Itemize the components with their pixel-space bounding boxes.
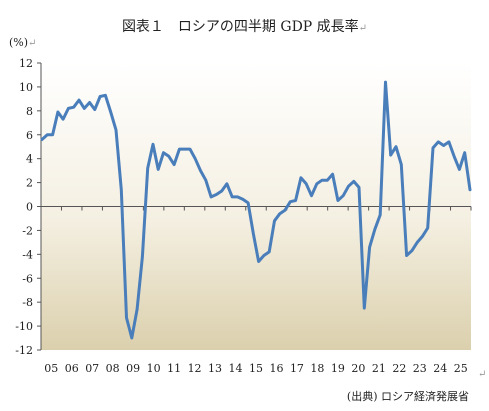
y-tick-label: 2	[26, 177, 33, 190]
y-tick-label: -4	[22, 248, 33, 261]
x-tick-label: 21	[372, 362, 386, 375]
y-tick-label: 0	[26, 201, 33, 214]
x-tick-label: 12	[188, 362, 202, 375]
y-tick-label: 4	[26, 153, 33, 166]
x-tick-label: 18	[310, 362, 324, 375]
x-tick-label: 06	[65, 362, 79, 375]
y-tick-label: 12	[19, 57, 33, 70]
y-tick-label: -6	[22, 272, 33, 285]
y-tick-label: -8	[22, 296, 33, 309]
x-tick-label: 08	[106, 362, 120, 375]
source-note: (出典) ロシア経済発展省	[346, 390, 469, 403]
x-tick-label: 19	[331, 362, 345, 375]
x-axis: 05 06 07 08 09 10 11 12 13 14 15 16 17 18 19 20 21 22 23 24…	[40, 206, 472, 375]
y-tick-label: -10	[15, 320, 33, 333]
return-mark: ↵	[478, 369, 487, 380]
x-tick-label: 15	[249, 362, 263, 375]
x-tick-label: 07	[85, 362, 99, 375]
x-tick-label: 10	[147, 362, 161, 375]
x-tick-label: 22	[392, 362, 406, 375]
x-tick-label: 13	[208, 362, 222, 375]
y-tick-label: 6	[26, 129, 33, 142]
y-tick-label: 10	[19, 81, 33, 94]
y-unit-label: (%)↵	[9, 36, 37, 49]
x-tick-label: 09	[126, 362, 140, 375]
y-tick-label: -2	[22, 224, 33, 237]
x-tick-label: 14	[229, 362, 243, 375]
x-tick-label: 17	[290, 362, 304, 375]
x-tick-label: 20	[351, 362, 365, 375]
x-tick-label: 05	[44, 362, 58, 375]
chart-title: 図表１ ロシアの四半期 GDP 成長率↵	[121, 19, 368, 35]
y-axis: 12 10 8 6 4 2 0 -2 -4 -6 -8 -10 -12	[15, 57, 41, 357]
x-tick-label: 25	[454, 362, 468, 375]
x-tick-label: 23	[413, 362, 427, 375]
series-line-group	[40, 80, 472, 340]
x-tick-label: 11	[167, 362, 181, 375]
x-tick-label: 16	[269, 362, 283, 375]
gdp-growth-line	[40, 80, 472, 340]
x-tick-label: 24	[433, 362, 447, 375]
y-tick-label: 8	[26, 105, 33, 118]
y-tick-label: -12	[15, 344, 33, 357]
